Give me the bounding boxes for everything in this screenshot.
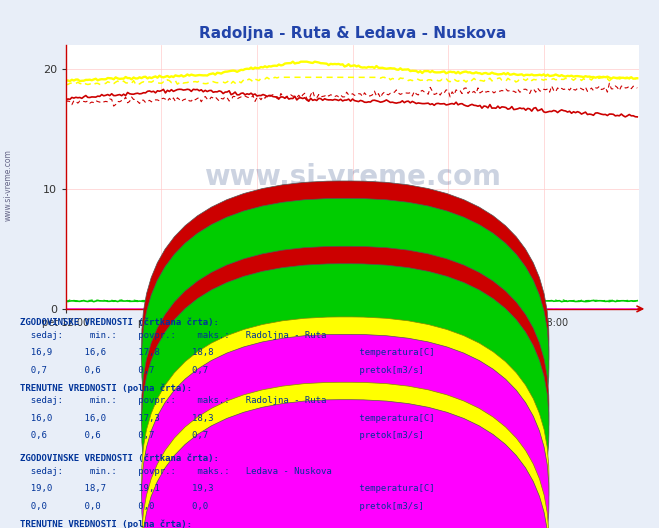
Title: Radoljna - Ruta & Ledava - Nuskova: Radoljna - Ruta & Ledava - Nuskova — [199, 26, 506, 41]
Text: www.si-vreme.com: www.si-vreme.com — [204, 163, 501, 191]
Text: 16,9      16,6      17,8      18,8: 16,9 16,6 17,8 18,8 — [20, 348, 214, 357]
Text: TRENUTNE VREDNOSTI (polna črta):: TRENUTNE VREDNOSTI (polna črta): — [20, 383, 192, 393]
Text: TRENUTNE VREDNOSTI (polna črta):: TRENUTNE VREDNOSTI (polna črta): — [20, 519, 192, 528]
Text: 19,0      18,7      19,1      19,3: 19,0 18,7 19,1 19,3 — [20, 484, 214, 493]
Text: www.si-vreme.com: www.si-vreme.com — [3, 149, 13, 221]
Text: temperatura[C]: temperatura[C] — [354, 414, 434, 423]
Text: ZGODOVINSKE VREDNOSTI (črtkana črta):: ZGODOVINSKE VREDNOSTI (črtkana črta): — [20, 454, 219, 463]
Text: pretok[m3/s]: pretok[m3/s] — [354, 366, 424, 375]
Text: 0,0       0,0       0,0       0,0: 0,0 0,0 0,0 0,0 — [20, 502, 208, 511]
Text: temperatura[C]: temperatura[C] — [354, 484, 434, 493]
Text: 16,0      16,0      17,3      18,3: 16,0 16,0 17,3 18,3 — [20, 414, 214, 423]
Text: sedaj:     min.:    povpr.:    maks.:   Radoljna - Ruta: sedaj: min.: povpr.: maks.: Radoljna - R… — [20, 331, 326, 340]
Text: 0,6       0,6       0,7       0,7: 0,6 0,6 0,7 0,7 — [20, 431, 208, 440]
Text: temperatura[C]: temperatura[C] — [354, 348, 434, 357]
Text: pretok[m3/s]: pretok[m3/s] — [354, 431, 424, 440]
Text: ZGODOVINSKE VREDNOSTI (črtkana črta):: ZGODOVINSKE VREDNOSTI (črtkana črta): — [20, 318, 219, 327]
Text: sedaj:     min.:    povpr.:    maks.:   Ledava - Nuskova: sedaj: min.: povpr.: maks.: Ledava - Nus… — [20, 467, 331, 476]
Text: pretok[m3/s]: pretok[m3/s] — [354, 502, 424, 511]
Text: 0,7       0,6       0,7       0,7: 0,7 0,6 0,7 0,7 — [20, 366, 208, 375]
Text: sedaj:     min.:    povpr.:    maks.:   Radoljna - Ruta: sedaj: min.: povpr.: maks.: Radoljna - R… — [20, 396, 326, 406]
